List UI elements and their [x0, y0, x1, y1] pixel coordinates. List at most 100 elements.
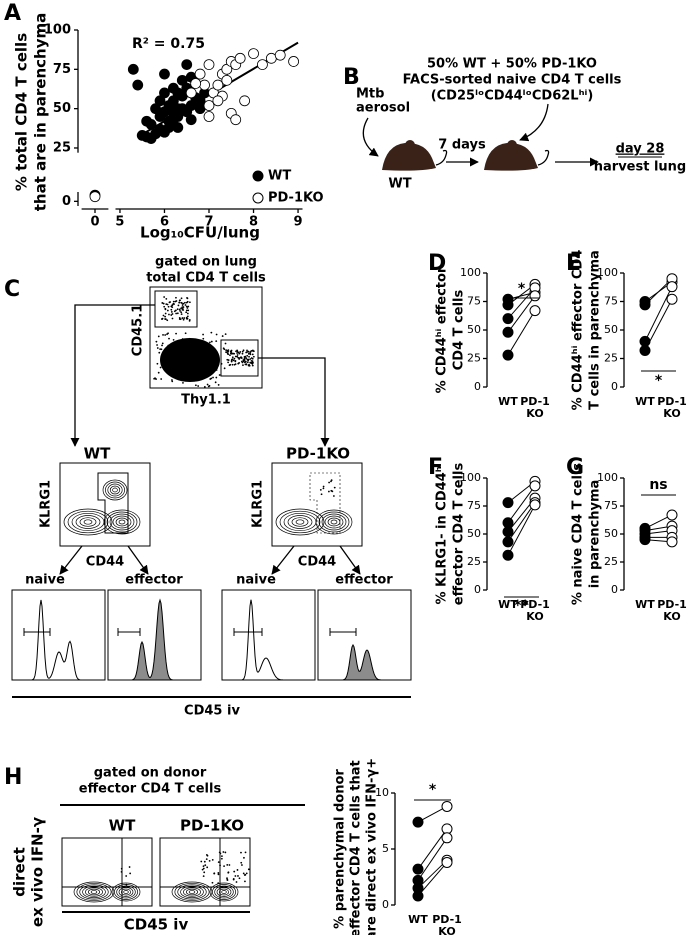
event: [182, 366, 185, 369]
point: [230, 114, 242, 126]
arrow: [59, 545, 83, 575]
pair-line: [507, 502, 536, 543]
significance: *: [655, 373, 663, 389]
point: [639, 299, 651, 311]
event: [249, 352, 251, 354]
event: [184, 304, 187, 306]
diagram-b: Mtb aerosol 50% WT + 50% PD-1KO FACS-sor…: [356, 57, 686, 192]
mouse-ear: [507, 140, 517, 150]
panel-label: B: [343, 65, 360, 90]
event: [181, 317, 184, 319]
panel-label: C: [4, 277, 20, 302]
event: [175, 296, 177, 299]
y-tick-label: 0: [474, 583, 481, 596]
event: [242, 872, 245, 875]
contour: [315, 509, 353, 535]
y-tick-label: 50: [467, 527, 481, 540]
interval: 7 days: [438, 138, 486, 153]
event: [167, 366, 170, 369]
event: [166, 333, 168, 336]
x-tick-label: PD-1: [432, 913, 462, 926]
event: [166, 319, 169, 322]
subset-label: effector: [125, 573, 183, 588]
event: [229, 354, 231, 357]
event: [162, 302, 165, 305]
event: [179, 299, 181, 302]
event: [232, 359, 235, 362]
endpoint: day 28: [616, 142, 665, 157]
group-label: PD-1KO: [286, 445, 350, 463]
event: [234, 875, 237, 877]
event: [156, 347, 159, 349]
event: [164, 312, 167, 315]
event: [179, 309, 181, 312]
point: [194, 68, 206, 80]
event: [175, 309, 177, 312]
event: [241, 864, 243, 866]
point: [529, 305, 541, 317]
contour: [174, 883, 210, 901]
point: [176, 103, 188, 115]
event: [186, 312, 189, 315]
event: [225, 351, 227, 354]
axis-label: CD45.1: [131, 304, 146, 356]
event: [154, 377, 156, 380]
point: [221, 74, 233, 86]
event: [241, 352, 244, 355]
event: [177, 304, 180, 307]
axis-label: CD45 iv: [124, 916, 189, 934]
event: [238, 362, 241, 364]
point: [212, 79, 224, 91]
event: [251, 364, 254, 367]
event: [188, 379, 191, 382]
event: [168, 337, 170, 340]
contour: [106, 511, 138, 533]
arrow: [271, 545, 295, 575]
event: [226, 878, 229, 881]
event: [157, 335, 160, 338]
x-tick-label: WT: [635, 598, 655, 611]
event: [158, 351, 161, 354]
point: [181, 59, 193, 71]
event: [226, 358, 229, 361]
event: [238, 877, 241, 880]
event: [223, 348, 226, 351]
event: [186, 347, 188, 350]
significance: ns: [649, 477, 667, 493]
y-tick-label: 25: [53, 140, 71, 155]
event: [182, 318, 185, 321]
event: [211, 369, 214, 372]
event: [176, 308, 179, 311]
point: [167, 107, 179, 119]
event: [240, 851, 242, 854]
point: [248, 48, 259, 59]
point: [529, 480, 541, 492]
event: [164, 307, 167, 310]
event: [245, 351, 248, 354]
y-axis-label: T cells in parenchyma: [588, 250, 603, 410]
event: [241, 361, 244, 364]
event: [232, 352, 234, 355]
event: [200, 860, 203, 863]
axis-label: CD44: [298, 555, 336, 570]
contour: [209, 882, 239, 902]
subset-label: naive: [25, 573, 65, 588]
event: [183, 301, 186, 304]
event: [185, 316, 188, 319]
event: [192, 352, 195, 355]
event: [190, 352, 193, 355]
event: [183, 317, 186, 319]
event: [330, 489, 333, 492]
event: [168, 313, 170, 316]
arrow: [127, 545, 149, 575]
point: [502, 497, 514, 509]
event: [156, 362, 159, 365]
event: [184, 332, 187, 335]
event: [171, 380, 174, 383]
event: [242, 359, 245, 361]
event: [227, 359, 230, 361]
event: [188, 337, 191, 340]
event: [236, 349, 239, 352]
event: [129, 872, 132, 875]
